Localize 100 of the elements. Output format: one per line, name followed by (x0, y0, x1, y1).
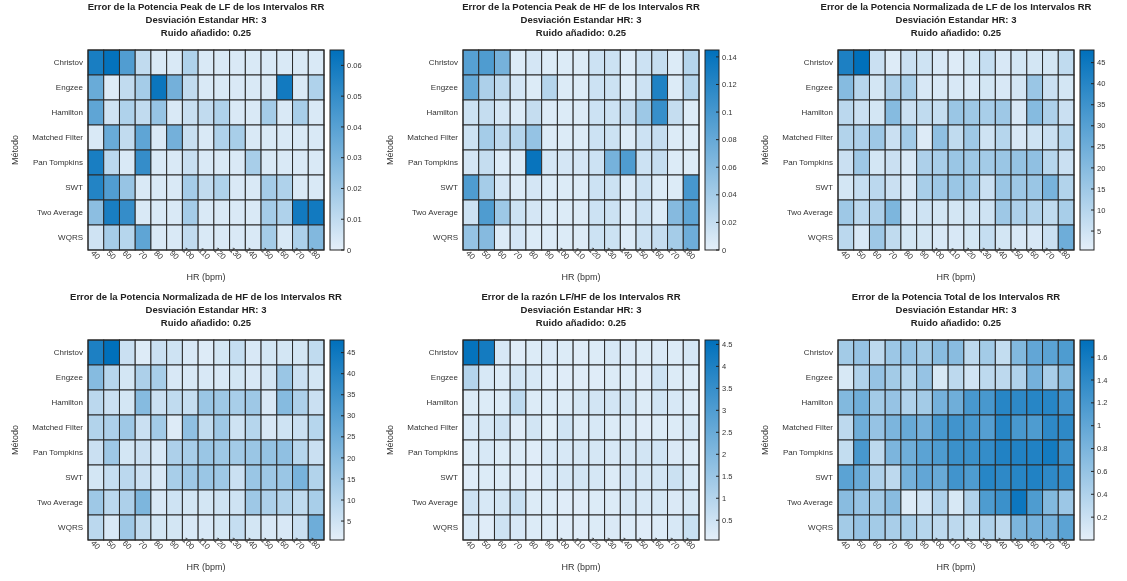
y-tick-label: Matched Filter (782, 423, 834, 433)
x-tick-label: 60 (120, 538, 134, 552)
x-tick-label: 110 (571, 536, 588, 552)
x-tick-label: 50 (104, 538, 118, 552)
y-tick-label: WQRS (58, 523, 83, 533)
y-tick-label: SWT (65, 473, 84, 483)
x-tick-label: 40 (89, 248, 103, 262)
x-tick-label: 120 (211, 535, 229, 552)
x-tick-label: 40 (839, 538, 853, 552)
y-tick-label: Christov (53, 58, 83, 68)
y-tick-label: Christov (428, 348, 458, 358)
x-tick-label: 110 (196, 536, 213, 552)
x-tick-label: 80 (527, 538, 541, 552)
chart-subtitle: Desviación Estandar HR: 3 (895, 14, 1017, 25)
y-tick-label: Pan Tompkins (782, 448, 833, 458)
x-tick-label: 140 (993, 245, 1010, 262)
x-tick-label: 60 (870, 248, 884, 262)
x-axis-title: HR (bpm) (186, 562, 226, 572)
x-tick-label: 170 (290, 535, 307, 552)
x-tick-label: 180 (306, 535, 323, 552)
x-axis-title: HR (bpm) (936, 272, 976, 282)
x-tick-label: 130 (227, 535, 244, 552)
x-tick-label: 100 (180, 245, 197, 262)
y-tick-label: Pan Tompkins (407, 158, 458, 168)
y-tick-label: WQRS (808, 233, 833, 243)
x-tick-label: 120 (586, 245, 604, 262)
x-tick-label: 90 (917, 538, 931, 552)
chart-title: Error de la Potencia Peak de HF de los Intervalos RR (462, 1, 700, 12)
chart-subtitle: Desviación Estandar HR: 3 (145, 304, 267, 315)
y-tick-label: WQRS (58, 233, 83, 243)
x-tick-label: 160 (1024, 245, 1042, 262)
y-tick-label: Two Average (36, 498, 84, 508)
chart-subtitle: Desviación Estandar HR: 3 (520, 304, 642, 315)
y-axis-title: Método (385, 424, 395, 456)
x-axis-title: HR (bpm) (561, 272, 601, 282)
y-tick-label: Two Average (411, 498, 459, 508)
y-tick-label: Engzee (805, 373, 834, 383)
x-tick-label: 70 (136, 538, 150, 552)
y-tick-label: Matched Filter (407, 133, 459, 143)
x-tick-label: 140 (993, 535, 1010, 552)
x-tick-label: 130 (977, 535, 994, 552)
y-tick-label: Two Average (786, 498, 834, 508)
x-tick-label: 140 (243, 535, 260, 552)
y-tick-label: Engzee (55, 373, 84, 383)
x-tick-label: 180 (681, 535, 698, 552)
y-tick-label: Hamilton (51, 398, 83, 408)
x-tick-label: 40 (839, 248, 853, 262)
x-tick-label: 90 (542, 538, 556, 552)
x-tick-label: 80 (902, 248, 916, 262)
x-tick-label: 40 (464, 538, 478, 552)
text: Ruido añadido: 0.25 (160, 27, 252, 38)
x-tick-label: 180 (1056, 245, 1073, 262)
x-tick-label: 160 (274, 245, 292, 262)
x-tick-label: 110 (196, 246, 213, 262)
x-tick-label: 80 (152, 538, 166, 552)
x-tick-label: 60 (120, 248, 134, 262)
y-tick-label: Pan Tompkins (782, 158, 833, 168)
x-tick-label: 90 (917, 248, 931, 262)
x-tick-label: 70 (511, 538, 525, 552)
x-tick-label: 170 (290, 245, 307, 262)
x-tick-label: 100 (180, 535, 197, 552)
y-tick-label: Hamilton (426, 398, 458, 408)
x-tick-label: 50 (479, 248, 493, 262)
y-tick-label: Engzee (805, 83, 834, 93)
x-tick-label: 40 (89, 538, 103, 552)
chart-subtitle: Desviación Estandar HR: 3 (895, 304, 1017, 315)
x-tick-label: 60 (870, 538, 884, 552)
y-tick-label: Christov (428, 58, 458, 68)
y-tick-label: Pan Tompkins (407, 448, 458, 458)
x-tick-label: 150 (259, 535, 276, 552)
x-tick-label: 120 (961, 535, 979, 552)
x-tick-label: 50 (479, 538, 493, 552)
x-tick-label: 150 (259, 245, 276, 262)
x-tick-label: 90 (167, 538, 181, 552)
y-tick-label: WQRS (808, 523, 833, 533)
text: Ruido añadido: 0.25 (910, 317, 1002, 328)
y-tick-label: Matched Filter (32, 133, 84, 143)
x-tick-label: 50 (854, 538, 868, 552)
y-tick-label: Pan Tompkins (32, 448, 83, 458)
y-tick-label: Matched Filter (407, 423, 459, 433)
x-tick-label: 180 (681, 245, 698, 262)
y-tick-label: Pan Tompkins (32, 158, 83, 168)
x-axis-title: HR (bpm) (936, 562, 976, 572)
y-tick-label: SWT (815, 473, 834, 483)
x-tick-label: 50 (854, 248, 868, 262)
x-tick-label: 80 (527, 248, 541, 262)
y-tick-label: SWT (65, 183, 84, 193)
y-tick-label: Two Average (36, 208, 84, 218)
y-tick-label: Engzee (55, 83, 84, 93)
y-tick-label: WQRS (433, 523, 458, 533)
x-tick-label: 90 (167, 248, 181, 262)
x-tick-label: 60 (495, 248, 509, 262)
x-axis-title: HR (bpm) (186, 272, 226, 282)
x-tick-label: 120 (961, 245, 979, 262)
y-axis-title: Método (385, 134, 395, 166)
y-tick-label: Hamilton (51, 108, 83, 118)
x-tick-label: 130 (602, 535, 619, 552)
x-tick-label: 110 (946, 536, 963, 552)
x-tick-label: 100 (555, 245, 572, 262)
chart-title: Error de la Potencia Normalizada de LF de los Intervalos RR (820, 1, 1092, 12)
